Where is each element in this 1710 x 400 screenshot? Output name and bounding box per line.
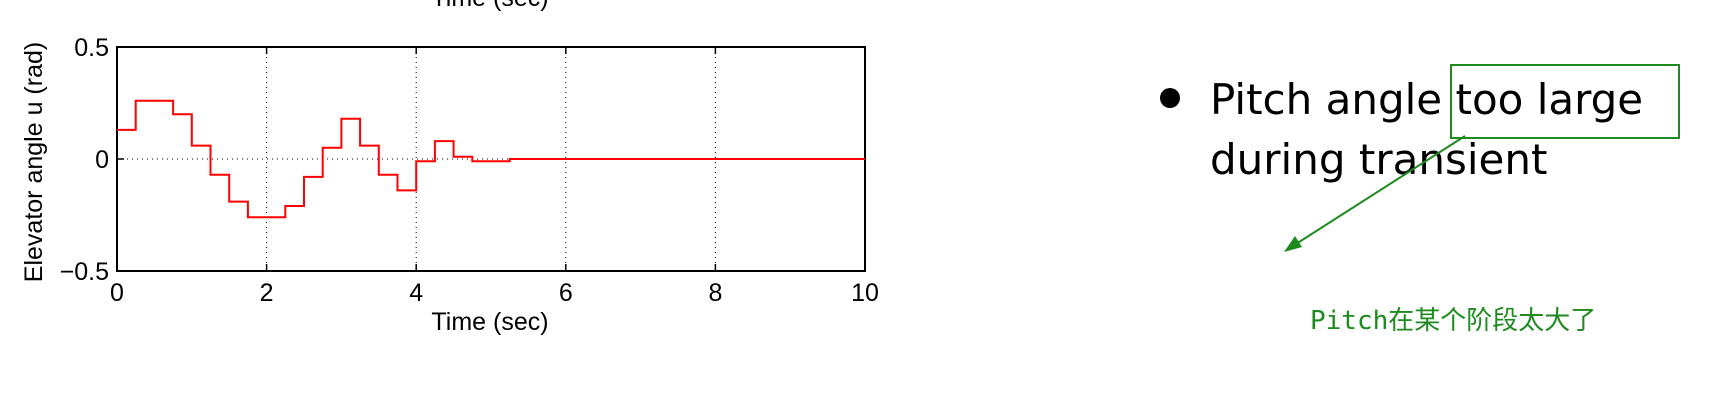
x-axis-label: Time (sec) — [431, 308, 548, 336]
arrow-shaft — [1295, 135, 1466, 245]
y-tick-labels: 0.5 0 −0.5 — [60, 34, 109, 286]
bullet-line1-text: Pitch angle — [1210, 75, 1456, 124]
x-tick-labels: 0 2 4 6 8 10 — [110, 279, 879, 307]
x-tick-label: 4 — [409, 279, 423, 307]
y-tick-label: −0.5 — [60, 258, 109, 286]
y-axis-label: Elevator angle u (rad) — [20, 42, 48, 282]
bullet-line2-text: during transient — [1210, 135, 1548, 184]
x-tick-label: 8 — [708, 279, 722, 307]
highlight-box — [1450, 64, 1680, 139]
x-tick-label: 2 — [260, 279, 274, 307]
y-tick-label: 0.5 — [74, 34, 109, 62]
bullet-dot-icon — [1160, 88, 1180, 108]
bullet-highlight-text: too large — [1455, 75, 1644, 124]
arrow-head — [1284, 236, 1302, 252]
elevator-angle-series — [117, 99, 865, 219]
tick-marks — [116, 46, 866, 272]
annotation-text: Pitch在某个阶段太大了 — [1310, 306, 1597, 336]
x-tick-label: 6 — [559, 279, 573, 307]
top-axis-label-partial: Time (sec) — [431, 0, 548, 12]
x-tick-label: 0 — [110, 279, 124, 307]
x-tick-label: 10 — [851, 279, 879, 307]
bullet-text: Pitch angle too large during transient — [1210, 70, 1643, 190]
y-tick-label: 0 — [95, 146, 109, 174]
